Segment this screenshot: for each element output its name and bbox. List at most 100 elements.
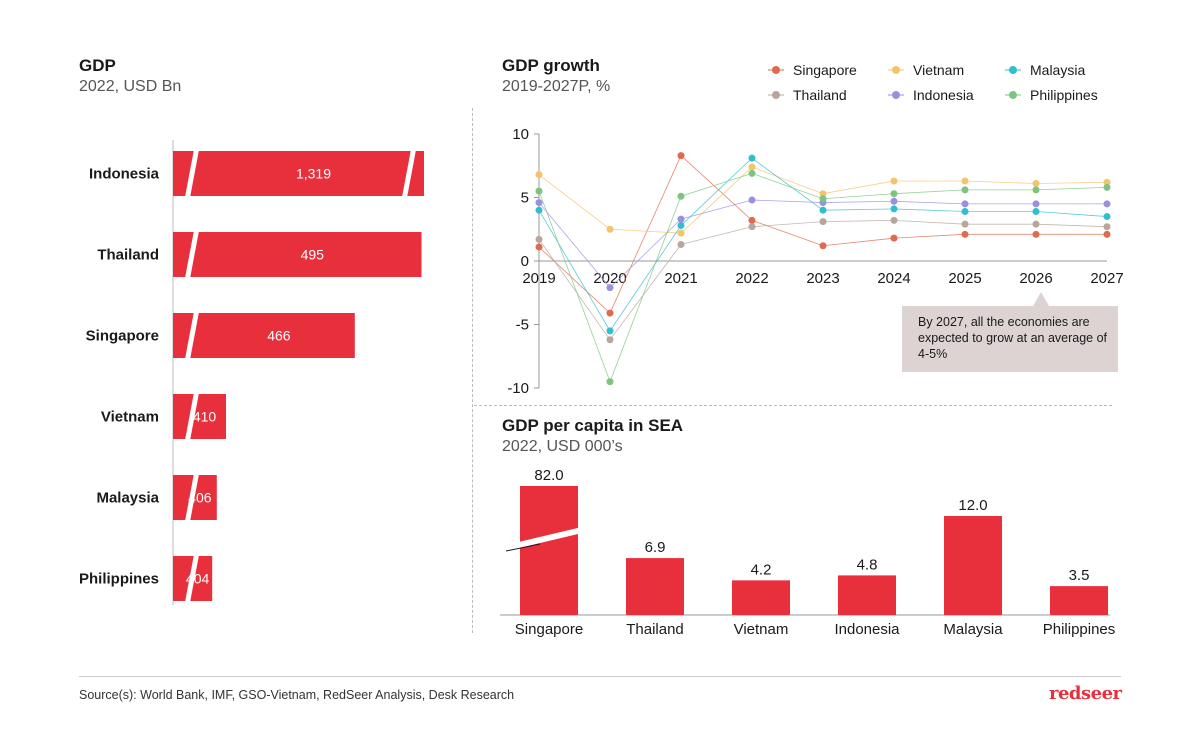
legend-marker-malaysia: [1009, 66, 1017, 74]
gdp-value-label: 1,319: [296, 166, 331, 182]
growth-x-tick-label: 2027: [1090, 270, 1123, 287]
growth-point-malaysia: [1103, 213, 1111, 221]
growth-point-vietnam: [1032, 180, 1040, 188]
per-capita-chart-title: GDP per capita in SEA: [502, 416, 684, 435]
growth-chart-subtitle: 2019-2027P, %: [502, 78, 611, 95]
gdp-bar-break-vietnam: [184, 389, 200, 444]
legend-label: Indonesia: [913, 87, 974, 103]
per-capita-value-label: 12.0: [958, 497, 987, 514]
per-capita-category-label: Thailand: [626, 621, 684, 638]
growth-point-vietnam: [1103, 178, 1111, 186]
growth-y-tick-label: -5: [516, 317, 529, 334]
gdp-category-label: Thailand: [97, 247, 159, 264]
legend-label: Singapore: [793, 62, 857, 78]
growth-point-malaysia: [677, 221, 685, 229]
per-capita-category-label: Malaysia: [943, 621, 1003, 638]
growth-x-tick-label: 2022: [735, 270, 768, 287]
per-capita-category-label: Indonesia: [834, 621, 900, 638]
gdp-category-label: Malaysia: [96, 490, 159, 507]
legend-label: Malaysia: [1030, 62, 1085, 78]
growth-point-thailand: [1032, 220, 1040, 228]
growth-point-indonesia: [1103, 200, 1111, 208]
growth-point-vietnam: [890, 177, 898, 185]
growth-point-malaysia: [1032, 207, 1040, 215]
growth-point-singapore: [748, 216, 756, 224]
growth-point-philippines: [606, 378, 614, 386]
source-note: Source(s): World Bank, IMF, GSO-Vietnam,…: [79, 688, 515, 702]
per-capita-bar-vietnam: [732, 580, 790, 615]
gdp-growth-line-chart: 10 5 0 -5 -10 2019 2020 2021 2022 2023 2024 2025 202…: [507, 62, 1123, 397]
growth-point-indonesia: [535, 199, 543, 207]
growth-point-vietnam: [606, 225, 614, 233]
growth-point-thailand: [535, 235, 543, 243]
growth-chart-title: GDP growth: [502, 56, 600, 75]
gdp-bar-break-indonesia: [184, 146, 200, 201]
growth-y-tick-label: 10: [512, 126, 529, 143]
growth-point-thailand: [1103, 223, 1111, 231]
per-capita-bar-singapore: [520, 486, 578, 615]
growth-point-singapore: [606, 309, 614, 317]
growth-point-philippines: [890, 190, 898, 198]
growth-point-singapore: [1103, 230, 1111, 238]
gdp-bar-break-singapore: [184, 308, 200, 363]
growth-point-singapore: [819, 242, 827, 250]
per-capita-value-label: 82.0: [534, 467, 563, 484]
growth-point-philippines: [535, 187, 543, 195]
growth-point-thailand: [677, 240, 685, 248]
growth-point-vietnam: [961, 177, 969, 185]
growth-point-singapore: [1032, 230, 1040, 238]
growth-callout: By 2027, all the economies are expected …: [902, 306, 1118, 372]
gdp-bar-break2-indonesia: [401, 146, 417, 201]
gdp-bar-vietnam: [173, 394, 226, 439]
growth-point-vietnam: [535, 171, 543, 179]
growth-point-singapore: [961, 230, 969, 238]
footer-divider: [79, 676, 1121, 677]
per-capita-value-label: 3.5: [1069, 567, 1090, 584]
panel-divider-horizontal: [474, 405, 1112, 406]
gdp-value-label: 495: [301, 247, 325, 263]
callout-pointer: [1033, 292, 1049, 306]
growth-point-malaysia: [890, 205, 898, 213]
gdp-bar-singapore: [173, 313, 355, 358]
per-capita-category-label: Philippines: [1043, 621, 1116, 638]
growth-point-indonesia: [1032, 200, 1040, 208]
growth-point-thailand: [961, 220, 969, 228]
growth-point-philippines: [1103, 183, 1111, 191]
per-capita-category-label: Vietnam: [734, 621, 789, 638]
growth-point-malaysia: [535, 206, 543, 214]
growth-x-tick-label: 2026: [1019, 270, 1052, 287]
growth-point-vietnam: [677, 229, 685, 237]
growth-x-tick-label: 2021: [664, 270, 697, 287]
per-capita-break-mark: [505, 543, 541, 552]
growth-point-indonesia: [677, 215, 685, 223]
growth-x-tick-label: 2019: [522, 270, 555, 287]
growth-point-thailand: [890, 216, 898, 224]
growth-point-vietnam: [819, 190, 827, 198]
legend-marker-indonesia: [892, 91, 900, 99]
legend-marker-vietnam: [892, 66, 900, 74]
gdp-bar-indonesia: [173, 151, 424, 196]
growth-point-philippines: [961, 186, 969, 194]
gdp-category-label: Philippines: [79, 571, 159, 588]
growth-y-tick-label: -10: [507, 380, 529, 397]
growth-point-philippines: [1032, 186, 1040, 194]
legend-marker-singapore: [772, 66, 780, 74]
growth-y-tick-label: 5: [521, 190, 529, 207]
per-capita-bar-philippines: [1050, 586, 1108, 615]
growth-point-indonesia: [890, 197, 898, 205]
growth-point-thailand: [748, 223, 756, 231]
growth-point-indonesia: [748, 196, 756, 204]
panel-divider-vertical: [472, 108, 473, 633]
per-capita-bar-thailand: [626, 558, 684, 615]
gdp-category-label: Indonesia: [89, 166, 160, 183]
growth-line-singapore: [538, 154, 1107, 314]
growth-x-tick-label: 2025: [948, 270, 981, 287]
growth-x-tick-label: 2020: [593, 270, 626, 287]
growth-point-thailand: [819, 218, 827, 226]
growth-point-philippines: [677, 192, 685, 200]
growth-point-thailand: [606, 336, 614, 344]
per-capita-chart-subtitle: 2022, USD 000’s: [502, 438, 623, 455]
growth-point-singapore: [890, 234, 898, 242]
per-capita-bar-malaysia: [944, 516, 1002, 615]
per-capita-value-label: 4.8: [857, 556, 878, 573]
